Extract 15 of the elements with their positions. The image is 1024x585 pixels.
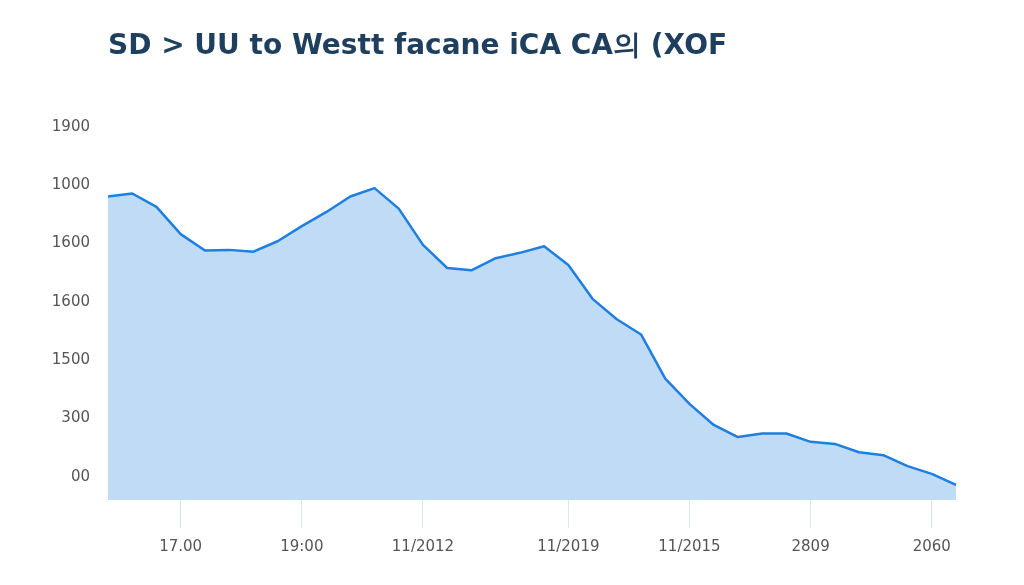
- x-tick-label: 19:00: [280, 536, 324, 555]
- x-tick-label: 11/2015: [658, 536, 721, 555]
- x-tick-label: 11/2012: [391, 536, 455, 555]
- text: 1600: [51, 233, 90, 252]
- text: 300: [61, 408, 90, 427]
- x-tick-label: 2060: [912, 536, 951, 555]
- text: 1500: [51, 350, 90, 369]
- chart-title: SD > UU to Westt facane iCA CA의 (XOF: [108, 28, 728, 62]
- x-tick-label: 11/2019: [537, 536, 600, 555]
- text: 1900: [51, 116, 90, 135]
- text: 1000: [51, 175, 90, 194]
- text: 1600: [51, 291, 90, 310]
- text: 00: [70, 466, 90, 485]
- x-tick-label: 2809: [791, 536, 830, 555]
- x-tick-label: 17.00: [159, 536, 203, 555]
